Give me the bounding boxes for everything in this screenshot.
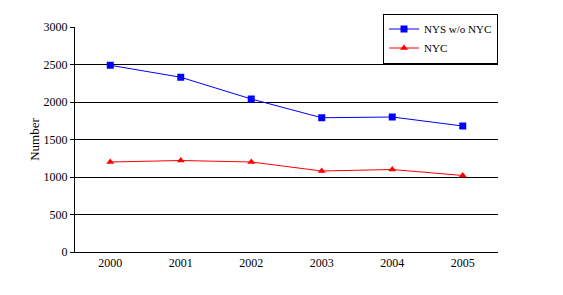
svg-text:Number: Number <box>27 118 42 161</box>
svg-text:500: 500 <box>50 208 68 222</box>
svg-text:1500: 1500 <box>44 133 68 147</box>
svg-text:2500: 2500 <box>44 58 68 72</box>
svg-text:1000: 1000 <box>44 170 68 184</box>
svg-text:0: 0 <box>62 245 68 259</box>
svg-text:2000: 2000 <box>44 95 68 109</box>
svg-text:NYS w/o NYC: NYS w/o NYC <box>424 23 491 35</box>
svg-text:NYC: NYC <box>424 42 447 54</box>
svg-text:2004: 2004 <box>380 256 404 270</box>
svg-text:2001: 2001 <box>169 256 193 270</box>
svg-text:2003: 2003 <box>310 256 334 270</box>
svg-text:2002: 2002 <box>239 256 263 270</box>
svg-text:2005: 2005 <box>451 256 475 270</box>
svg-text:3000: 3000 <box>44 20 68 34</box>
svg-text:2000: 2000 <box>98 256 122 270</box>
